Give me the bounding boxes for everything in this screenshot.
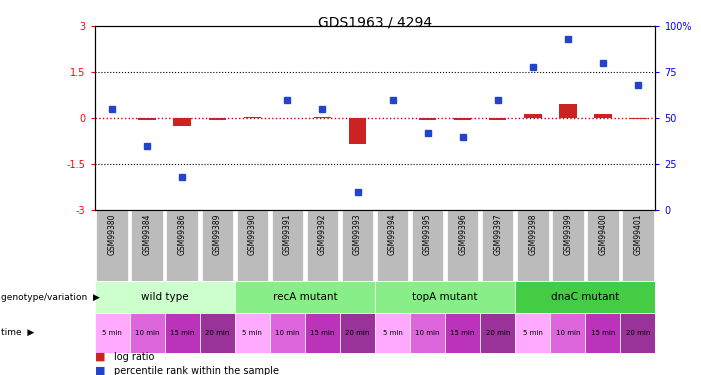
Bar: [95, 281, 235, 313]
Text: log ratio: log ratio: [114, 352, 155, 362]
Bar: [200, 313, 235, 352]
Text: topA mutant: topA mutant: [412, 292, 478, 302]
Text: percentile rank within the sample: percentile rank within the sample: [114, 366, 279, 375]
Bar: [95, 313, 130, 352]
Bar: [104, 117, 121, 118]
Bar: [132, 210, 163, 281]
Bar: [174, 118, 191, 126]
Text: 20 min: 20 min: [346, 330, 369, 336]
Bar: [620, 313, 655, 352]
Bar: [272, 210, 304, 281]
Bar: [524, 114, 542, 118]
Bar: [515, 313, 550, 352]
Text: 5 min: 5 min: [523, 330, 543, 336]
Bar: [515, 281, 655, 313]
Text: GSM99392: GSM99392: [318, 214, 327, 255]
Bar: [447, 210, 479, 281]
Text: 15 min: 15 min: [591, 330, 615, 336]
Bar: [594, 114, 612, 118]
Text: wild type: wild type: [141, 292, 189, 302]
Bar: [410, 313, 445, 352]
Text: GSM99398: GSM99398: [529, 214, 537, 255]
Text: GSM99391: GSM99391: [283, 214, 292, 255]
Text: GSM99380: GSM99380: [108, 214, 116, 255]
Bar: [587, 210, 619, 281]
Bar: [342, 210, 374, 281]
Text: GSM99384: GSM99384: [143, 214, 151, 255]
Bar: [375, 281, 515, 313]
Text: GSM99394: GSM99394: [388, 214, 397, 255]
Text: genotype/variation  ▶: genotype/variation ▶: [1, 292, 100, 302]
Text: 15 min: 15 min: [451, 330, 475, 336]
Text: 5 min: 5 min: [243, 330, 262, 336]
Bar: [340, 313, 375, 352]
Bar: [622, 210, 654, 281]
Bar: [552, 210, 583, 281]
Bar: [167, 210, 198, 281]
Text: 10 min: 10 min: [416, 330, 440, 336]
Text: GSM99393: GSM99393: [353, 214, 362, 255]
Bar: [314, 117, 332, 118]
Bar: [480, 313, 515, 352]
Bar: [559, 104, 576, 118]
Bar: [412, 210, 444, 281]
Bar: [482, 210, 514, 281]
Bar: [585, 313, 620, 352]
Text: 20 min: 20 min: [486, 330, 510, 336]
Text: time  ▶: time ▶: [1, 328, 34, 338]
Text: GDS1963 / 4294: GDS1963 / 4294: [318, 15, 432, 29]
Bar: [244, 117, 261, 118]
Bar: [489, 118, 506, 120]
Text: 20 min: 20 min: [205, 330, 229, 336]
Text: recA mutant: recA mutant: [273, 292, 337, 302]
Text: GSM99389: GSM99389: [213, 214, 222, 255]
Text: GSM99397: GSM99397: [494, 214, 502, 255]
Bar: [270, 313, 305, 352]
Text: ■: ■: [95, 352, 105, 362]
Bar: [349, 118, 367, 144]
Text: 10 min: 10 min: [556, 330, 580, 336]
Bar: [445, 313, 480, 352]
Text: GSM99386: GSM99386: [178, 214, 186, 255]
Text: 15 min: 15 min: [170, 330, 194, 336]
Text: dnaC mutant: dnaC mutant: [551, 292, 620, 302]
Bar: [550, 313, 585, 352]
Bar: [419, 118, 436, 120]
Bar: [209, 118, 226, 120]
Bar: [454, 118, 472, 120]
Bar: [375, 313, 410, 352]
Bar: [235, 281, 375, 313]
Bar: [237, 210, 268, 281]
Bar: [235, 313, 270, 352]
Text: 10 min: 10 min: [135, 330, 159, 336]
Text: 5 min: 5 min: [102, 330, 122, 336]
Text: GSM99390: GSM99390: [248, 214, 257, 255]
Text: 5 min: 5 min: [383, 330, 402, 336]
Text: ■: ■: [95, 366, 105, 375]
Text: 15 min: 15 min: [311, 330, 334, 336]
Text: GSM99396: GSM99396: [458, 214, 467, 255]
Text: 20 min: 20 min: [626, 330, 650, 336]
Text: GSM99395: GSM99395: [423, 214, 432, 255]
Bar: [97, 210, 128, 281]
Text: 10 min: 10 min: [275, 330, 299, 336]
Bar: [202, 210, 233, 281]
Bar: [629, 118, 647, 119]
Text: GSM99399: GSM99399: [564, 214, 572, 255]
Bar: [305, 313, 340, 352]
Text: GSM99401: GSM99401: [634, 214, 642, 255]
Bar: [139, 118, 156, 120]
Bar: [377, 210, 408, 281]
Bar: [517, 210, 549, 281]
Bar: [307, 210, 339, 281]
Text: GSM99400: GSM99400: [599, 214, 607, 255]
Bar: [165, 313, 200, 352]
Bar: [130, 313, 165, 352]
